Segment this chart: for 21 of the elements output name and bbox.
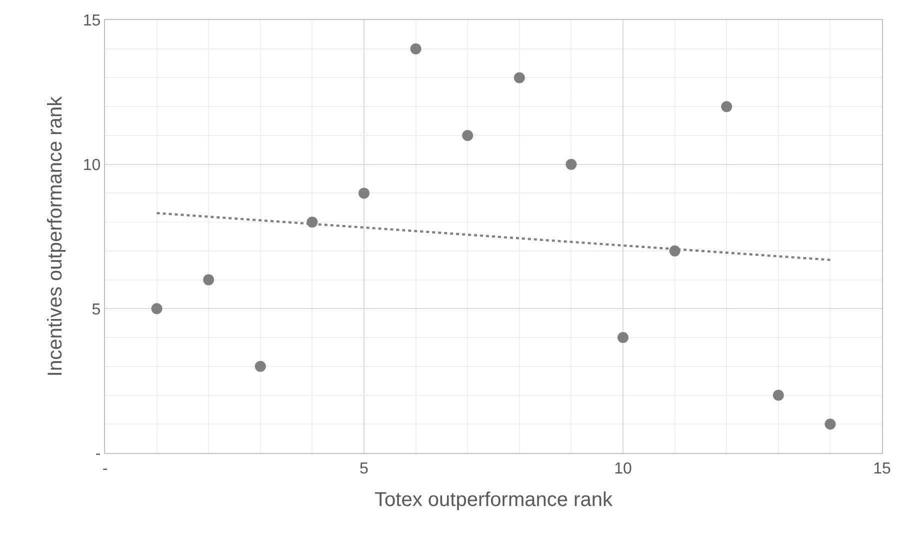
point (151, 303, 162, 314)
point (358, 188, 370, 199)
x-tick-label: 15 (873, 460, 891, 478)
x-tick-label: 10 (614, 460, 632, 478)
point (410, 43, 422, 54)
y-tick-label: 15 (82, 12, 101, 30)
y-tick-label: 10 (82, 156, 101, 174)
x-axis-title: Totex outperformance rank (374, 488, 614, 511)
point (254, 360, 266, 372)
point (462, 130, 474, 141)
point (824, 418, 836, 430)
y-axis-title: Incentives outperformance rank (44, 95, 66, 377)
x-tick-label: 5 (360, 460, 369, 478)
point (772, 390, 784, 401)
y-tick-label: 5 (92, 301, 101, 318)
point (566, 158, 577, 170)
point (514, 72, 525, 84)
point (203, 274, 214, 286)
y-tick-label: - (95, 446, 101, 463)
point (721, 101, 732, 112)
point (618, 332, 628, 344)
